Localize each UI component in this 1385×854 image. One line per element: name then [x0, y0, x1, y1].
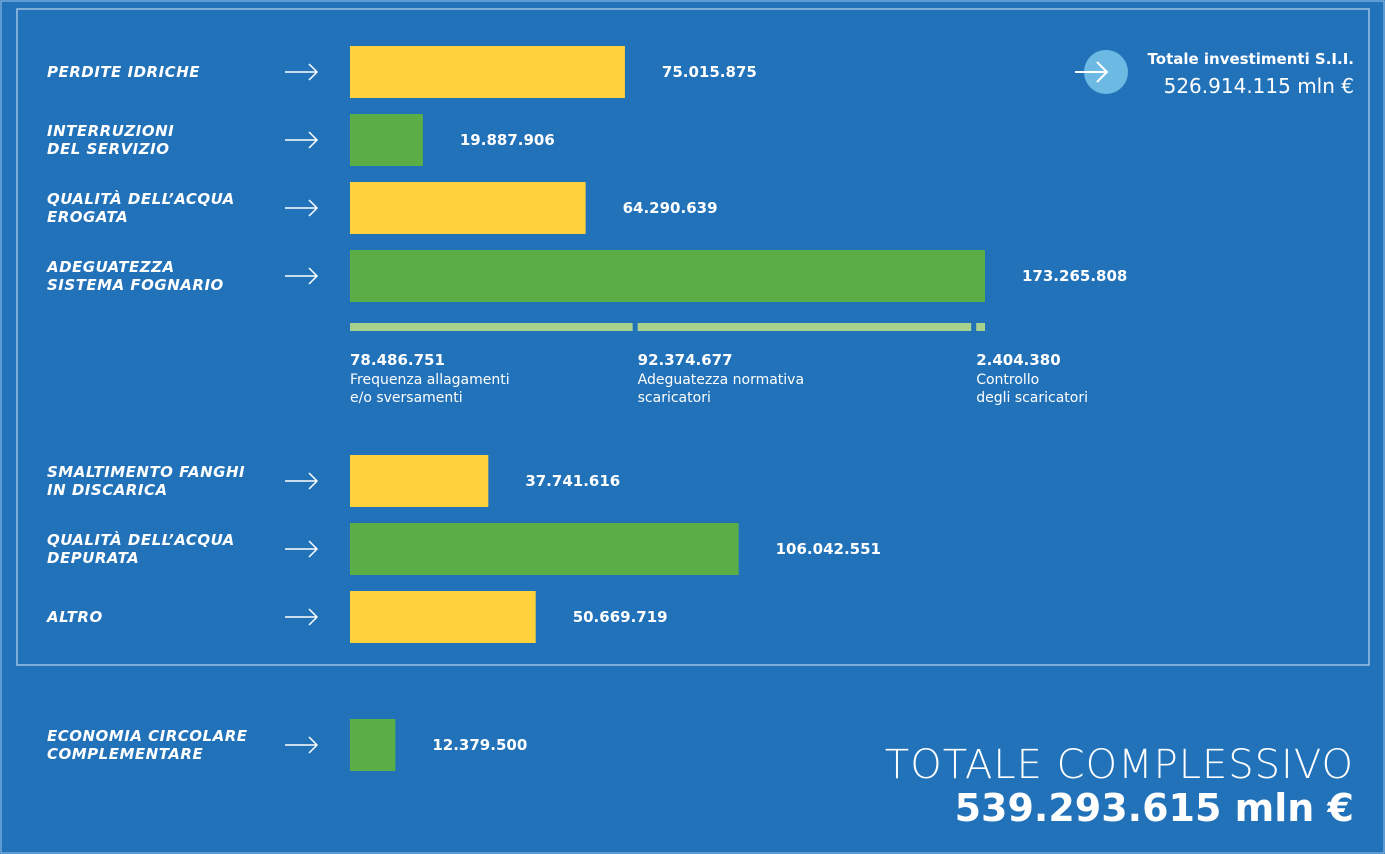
category-label: QUALITÀ DELL’ACQUA DEPURATA [47, 531, 235, 567]
breakdown-value: 2.404.380 [976, 351, 1061, 369]
category-label: SMALTIMENTO FANGHI IN DISCARICA [47, 463, 246, 499]
breakdown-value: 92.374.677 [637, 351, 733, 369]
bar [350, 591, 536, 643]
arrow [285, 267, 319, 285]
arrow-icon [1075, 61, 1109, 83]
bar [350, 114, 423, 166]
arrow [285, 63, 319, 81]
arrow [285, 472, 319, 490]
category-label: ADEGUATEZZA SISTEMA FOGNARIO [47, 258, 224, 294]
breakdown-bar [350, 323, 633, 331]
value-label: 173.265.808 [1022, 267, 1128, 285]
breakdown-label: Adeguatezza normativa scaricatori [637, 372, 805, 406]
breakdown-value: 78.486.751 [350, 351, 445, 369]
breakdown-label: Controllo degli scaricatori [976, 372, 1088, 406]
category-label: PERDITE IDRICHE [47, 63, 200, 81]
arrow [285, 540, 319, 558]
bar [350, 719, 396, 771]
subtotal-label: Totale investimenti S.I.I. [1147, 50, 1354, 68]
arrow [285, 736, 319, 754]
category-label: ECONOMIA CIRCOLARE COMPLEMENTARE [47, 727, 248, 763]
value-label: 64.290.639 [622, 199, 718, 217]
value-label: 12.379.500 [432, 736, 528, 754]
value-label: 106.042.551 [775, 540, 881, 558]
arrow [285, 131, 319, 149]
category-label: INTERRUZIONI DEL SERVIZIO [47, 122, 175, 158]
total-value: 539.293.615 mln € [954, 786, 1354, 830]
value-label: 37.741.616 [525, 472, 621, 490]
panel-border [16, 8, 1370, 666]
bar [350, 250, 985, 302]
value-label: 50.669.719 [572, 608, 668, 626]
total-label: TOTALE COMPLESSIVO [884, 742, 1354, 788]
subtotal-value: 526.914.115 mln € [1163, 74, 1354, 98]
bar [350, 523, 739, 575]
arrow [285, 608, 319, 626]
breakdown-bar [976, 323, 985, 331]
bar [350, 455, 489, 507]
arrow [285, 199, 319, 217]
breakdown-label: Frequenza allagamenti e/o sversamenti [350, 372, 510, 406]
category-label: ALTRO [47, 608, 103, 626]
bar [350, 46, 625, 98]
value-label: 75.015.875 [661, 63, 757, 81]
bar [350, 182, 586, 234]
breakdown-bar [637, 323, 972, 331]
value-label: 19.887.906 [459, 131, 555, 149]
category-label: QUALITÀ DELL’ACQUA EROGATA [47, 190, 235, 226]
